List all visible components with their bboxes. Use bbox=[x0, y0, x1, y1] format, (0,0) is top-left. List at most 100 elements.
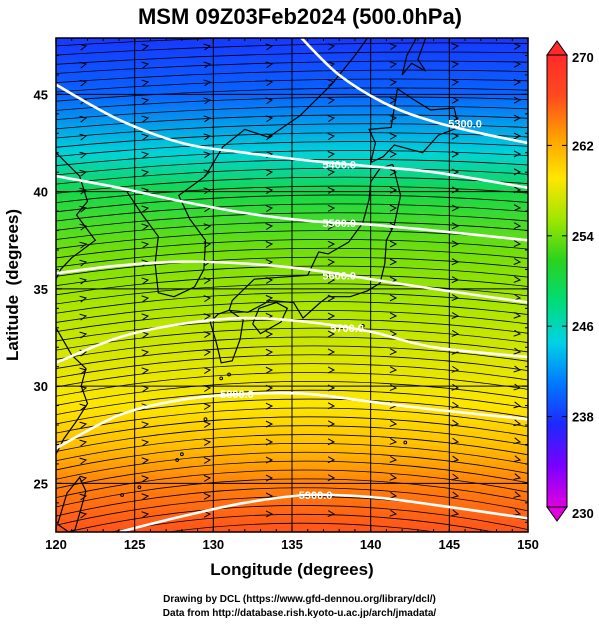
wind-arrow bbox=[79, 295, 88, 303]
wind-arrow bbox=[141, 277, 150, 285]
wind-arrow bbox=[451, 401, 460, 409]
coastline bbox=[401, 38, 427, 76]
wind-arrow bbox=[389, 473, 398, 481]
colorbar-ticks: 230 238 246 254 262 270 bbox=[547, 50, 594, 521]
grid-lines bbox=[56, 38, 528, 532]
wind-arrow bbox=[141, 61, 150, 69]
streamline bbox=[56, 487, 528, 517]
wind-arrow bbox=[451, 312, 460, 319]
wind-arrow bbox=[327, 312, 336, 320]
wind-arrow bbox=[327, 133, 336, 140]
wind-arrow bbox=[203, 187, 212, 195]
wind-arrow bbox=[513, 419, 522, 427]
wind-arrow bbox=[327, 474, 336, 482]
wind-arrow bbox=[451, 204, 460, 212]
wind-arrow bbox=[203, 79, 212, 87]
streamline bbox=[56, 292, 528, 314]
wind-arrow bbox=[141, 151, 150, 159]
island bbox=[219, 376, 224, 381]
wind-arrow bbox=[451, 491, 460, 499]
wind-arrow bbox=[327, 366, 336, 374]
wind-arrow bbox=[389, 491, 398, 499]
streamline bbox=[56, 354, 528, 379]
wind-arrow bbox=[513, 42, 522, 50]
wind-arrow bbox=[265, 97, 274, 105]
wind-arrow bbox=[203, 510, 212, 518]
wind-arrow bbox=[203, 133, 212, 141]
wind-arrow bbox=[265, 79, 274, 87]
wind-arrow bbox=[327, 348, 336, 356]
wind-arrow bbox=[79, 187, 88, 195]
height-contour-line bbox=[56, 260, 528, 304]
wind-arrow bbox=[79, 169, 88, 177]
wind-arrow bbox=[141, 313, 150, 321]
coastline bbox=[368, 87, 460, 164]
wind-arrow bbox=[141, 169, 150, 177]
streamline bbox=[56, 469, 528, 499]
streamline bbox=[56, 451, 528, 480]
credit-data: Data from http://database.rish.kyoto-u.a… bbox=[162, 608, 437, 619]
wind-arrow bbox=[327, 258, 336, 266]
wind-arrow bbox=[141, 97, 150, 105]
colorbar-tick-label: 246 bbox=[572, 319, 594, 334]
wind-arrow bbox=[451, 43, 460, 50]
wind-arrow bbox=[513, 276, 522, 283]
x-tick-label: 140 bbox=[360, 537, 382, 552]
colorbar-tick-label: 262 bbox=[572, 138, 594, 153]
wind-arrow bbox=[389, 258, 398, 266]
colorbar-tick-label: 230 bbox=[572, 506, 594, 521]
wind-arrow bbox=[451, 437, 460, 445]
wind-arrow bbox=[203, 43, 212, 51]
streamline bbox=[56, 416, 528, 443]
x-axis: 120 125 130 135 140 145 150 bbox=[45, 38, 539, 552]
wind-arrow bbox=[203, 456, 212, 464]
wind-arrow bbox=[327, 168, 336, 176]
wind-arrow bbox=[513, 365, 522, 373]
wind-arrow bbox=[141, 457, 150, 465]
wind-arrow bbox=[265, 115, 274, 123]
x-tick-label: 145 bbox=[438, 537, 460, 552]
wind-arrow bbox=[79, 259, 88, 267]
streamline bbox=[56, 389, 528, 416]
wind-arrow bbox=[513, 258, 522, 265]
wind-arrow bbox=[513, 491, 522, 498]
colorbar-bar bbox=[546, 54, 568, 508]
streamline bbox=[56, 247, 528, 268]
wind-arrow bbox=[327, 294, 336, 302]
wind-arrow bbox=[203, 151, 212, 159]
coastline bbox=[56, 327, 89, 455]
streamline bbox=[56, 301, 528, 323]
wind-arrow bbox=[203, 438, 212, 446]
wind-arrow bbox=[141, 349, 150, 357]
wind-arrow bbox=[265, 43, 274, 51]
wind-arrow bbox=[265, 330, 274, 338]
wind-arrow bbox=[327, 79, 336, 87]
wind-arrow bbox=[389, 438, 398, 445]
wind-arrow bbox=[327, 330, 336, 338]
wind-arrow bbox=[451, 258, 460, 266]
height-contour-line bbox=[56, 174, 528, 242]
wind-arrow bbox=[327, 420, 336, 428]
wind-arrow bbox=[203, 420, 212, 428]
island bbox=[360, 323, 365, 328]
wind-arrow bbox=[203, 367, 212, 374]
wind-arrow bbox=[389, 114, 398, 122]
wind-arrow bbox=[327, 240, 336, 248]
wind-arrow bbox=[513, 60, 522, 68]
wind-arrow bbox=[79, 403, 88, 411]
wind-arrow bbox=[513, 132, 522, 140]
wind-arrow bbox=[265, 187, 274, 194]
wind-arrow bbox=[79, 421, 88, 429]
wind-arrow bbox=[203, 169, 212, 177]
y-tick-label: 35 bbox=[34, 282, 48, 297]
wind-arrow bbox=[141, 43, 150, 51]
wind-arrow bbox=[141, 421, 150, 429]
wind-arrow bbox=[203, 61, 212, 69]
streamline bbox=[56, 380, 528, 406]
streamline bbox=[56, 407, 528, 434]
wind-arrow bbox=[79, 367, 88, 375]
wind-arrow bbox=[327, 115, 336, 122]
y-tick-label: 40 bbox=[34, 185, 48, 200]
streamline bbox=[56, 336, 528, 360]
wind-arrow bbox=[327, 97, 336, 105]
